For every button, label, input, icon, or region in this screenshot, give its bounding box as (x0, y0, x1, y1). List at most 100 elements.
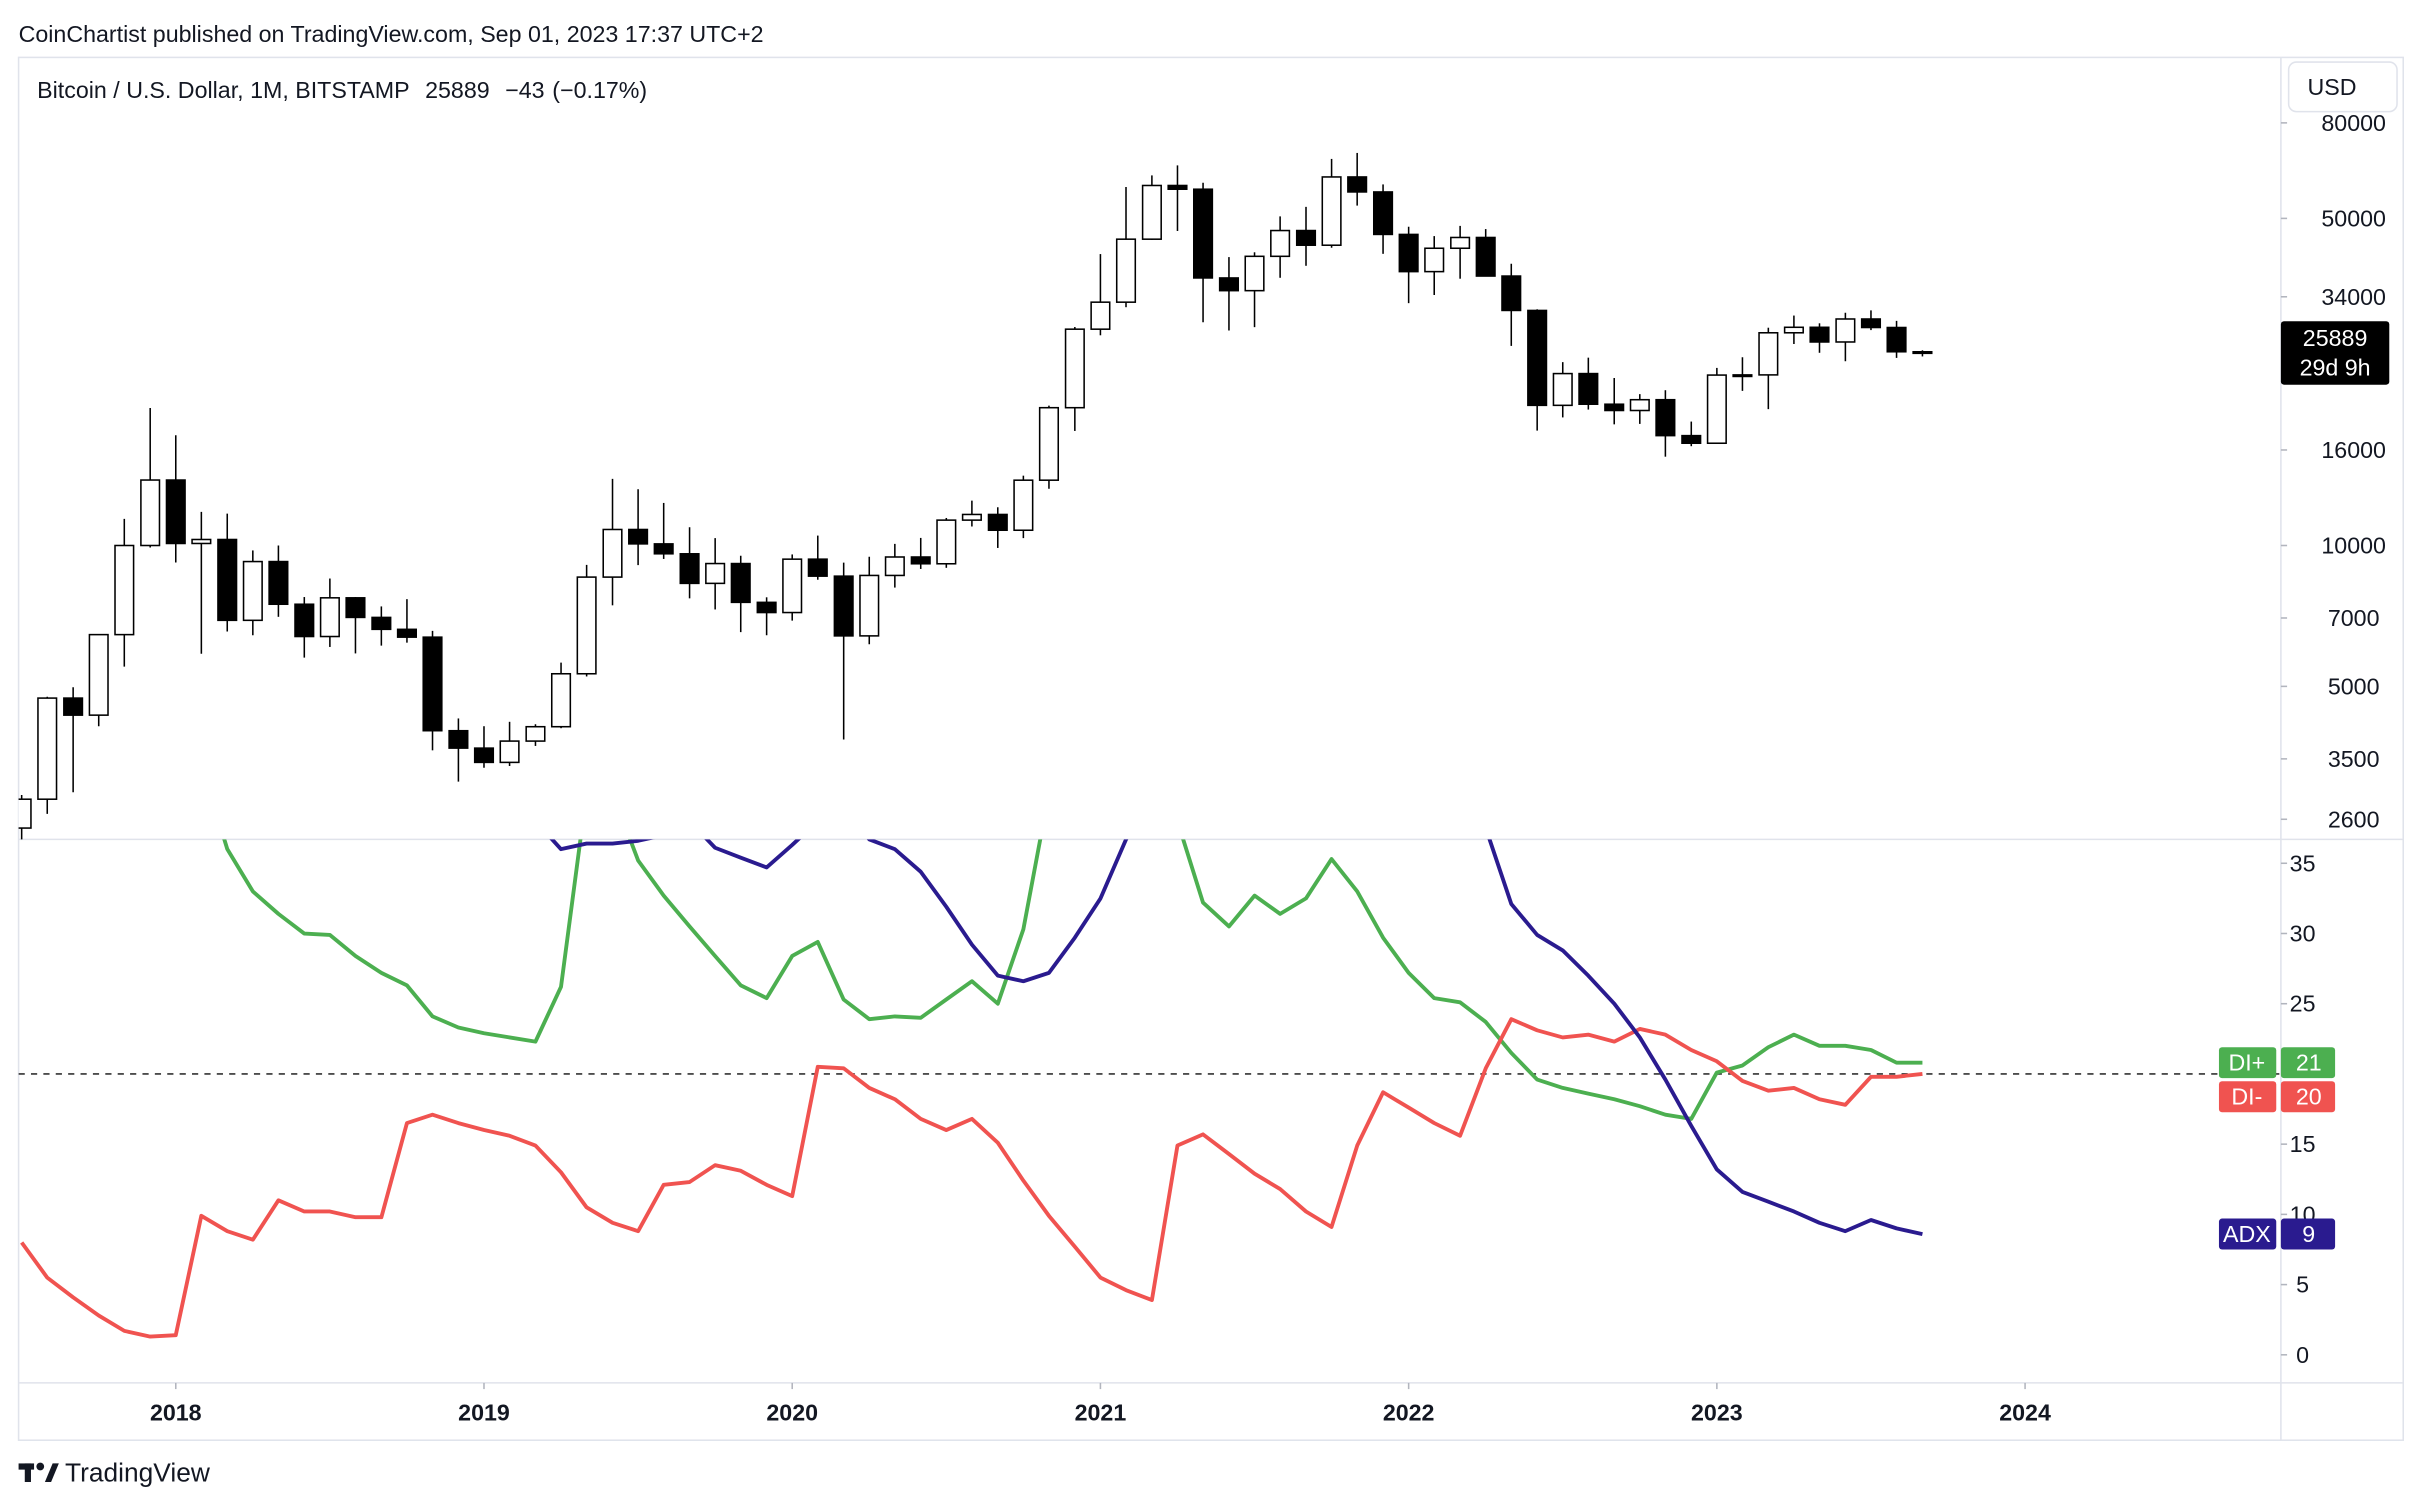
candle-body (1398, 233, 1419, 273)
y-tick-label: 35 (2290, 850, 2316, 876)
candle-body (1115, 238, 1137, 303)
candle-body (550, 672, 572, 728)
y-tick-label: 34000 (2321, 284, 2386, 310)
price-change-pct: (−0.17%) (552, 77, 647, 103)
candle-body (294, 603, 315, 638)
candle-body (525, 725, 546, 742)
candle-body (1809, 326, 1830, 343)
last-value-box (2280, 1081, 2336, 1113)
dmi-line (222, 839, 1923, 1121)
dmi-pane (18, 839, 2281, 1339)
last-value-label: 9 (2302, 1221, 2315, 1247)
candle-body (1604, 403, 1625, 412)
candle-body (936, 519, 957, 565)
candle-body (628, 528, 649, 545)
candle-body (1758, 332, 1779, 376)
candle-body (987, 513, 1008, 532)
last-value-box (2280, 1218, 2336, 1250)
y-tick-label: 5 (2296, 1272, 2309, 1298)
y-tick-label: 2600 (2328, 806, 2380, 832)
candle-body (499, 740, 520, 764)
published-note: CoinChartist published on TradingView.co… (19, 21, 764, 47)
candle-body (1706, 374, 1727, 445)
candle-body (1167, 184, 1188, 190)
candle-body (473, 747, 495, 764)
candle-body (884, 556, 905, 577)
axes: 2600 3500 5000 7000 10000 16000 34000 50000 8000… (150, 110, 2390, 1425)
symbol-header: Bitcoin / U.S. Dollar, 1M, BITSTAMP 25889… (37, 77, 647, 103)
candle-body (730, 562, 751, 604)
candle-body (1321, 176, 1342, 246)
candle-body (1655, 398, 1676, 437)
last-value-label: 20 (2296, 1084, 2322, 1110)
candle-body (345, 597, 366, 619)
candle-body (448, 729, 469, 749)
brand: TradingView (65, 1458, 211, 1488)
candle-body (191, 538, 212, 545)
x-tick-label: 2024 (1999, 1399, 2051, 1425)
candle-body (1424, 247, 1445, 273)
y-tick-label: 16000 (2321, 437, 2386, 463)
candle-body (1501, 275, 1522, 312)
x-tick-label: 2020 (766, 1399, 818, 1425)
candle-body (396, 628, 418, 638)
dmi-line (549, 839, 1923, 1236)
candle-body (705, 562, 726, 585)
candle-body (1835, 318, 1856, 343)
y-tick-label: 15 (2290, 1131, 2316, 1157)
candle-body (1295, 229, 1317, 246)
candle-body (242, 560, 263, 622)
dmi-line (20, 1017, 1923, 1339)
candle-body (859, 574, 880, 637)
series-name-box (2218, 1218, 2277, 1250)
candle-body (88, 633, 109, 716)
candle-body (217, 538, 238, 622)
candle-body (114, 544, 135, 636)
candle-body (602, 528, 623, 578)
x-tick-label: 2023 (1691, 1399, 1743, 1425)
candle-body (1681, 434, 1702, 445)
currency-label[interactable]: USD (2307, 74, 2356, 100)
x-tick-label: 2018 (150, 1399, 202, 1425)
candle-body (165, 479, 186, 545)
y-tick-label: 50000 (2321, 205, 2386, 231)
last-value-box (2280, 1047, 2336, 1079)
series-name-box (2218, 1047, 2277, 1079)
price-pane (18, 152, 1933, 840)
series-name: DI+ (2228, 1050, 2265, 1076)
candle-body (833, 575, 854, 637)
price-label-box (2280, 321, 2390, 385)
candle-body (422, 636, 443, 732)
candle-body (807, 558, 828, 577)
candle-body (63, 697, 84, 716)
frame (17, 56, 2404, 1441)
candle-body (653, 543, 674, 555)
candle-body (1372, 191, 1394, 236)
candle-body (679, 553, 700, 585)
candle-body (961, 513, 982, 521)
candle-body (1552, 372, 1573, 407)
y-tick-label: 7000 (2328, 605, 2380, 631)
candle-body (18, 798, 32, 829)
candle-body (1038, 406, 1060, 481)
candle-body (1192, 188, 1214, 279)
candle-body (1347, 176, 1368, 193)
candle-body (576, 576, 597, 675)
series-name-box (2218, 1081, 2277, 1113)
last-value-label: 21 (2296, 1050, 2322, 1076)
tradingview-logo (18, 1462, 59, 1483)
y-tick-label: 0 (2296, 1342, 2309, 1368)
candle-body (1860, 318, 1882, 329)
candle-body (1064, 328, 1085, 409)
x-tick-label: 2022 (1383, 1399, 1435, 1425)
series-name: ADX (2223, 1221, 2271, 1247)
currency-button[interactable] (2287, 61, 2398, 113)
series-name: DI- (2231, 1084, 2262, 1110)
candle-body (1578, 372, 1599, 405)
symbol-title: Bitcoin / U.S. Dollar, 1M, BITSTAMP (37, 77, 409, 103)
candle-body (910, 556, 931, 565)
candle-body (1244, 255, 1265, 292)
x-tick-label: 2021 (1075, 1399, 1127, 1425)
candle-body (1141, 184, 1162, 240)
y-tick-label: 3500 (2328, 746, 2380, 772)
